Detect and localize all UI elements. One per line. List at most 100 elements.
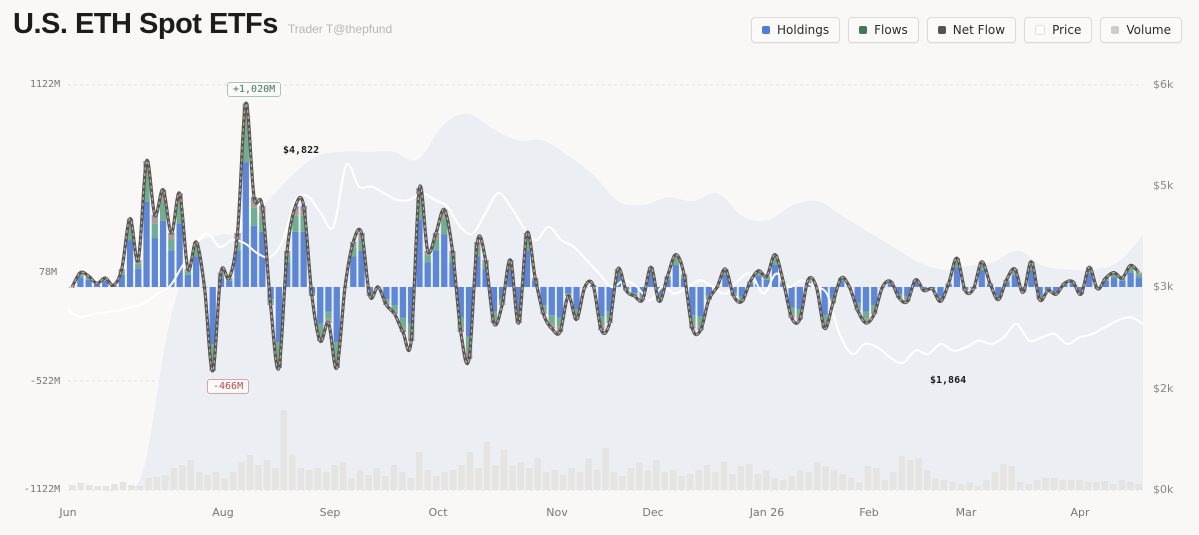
volume-bar — [627, 468, 635, 490]
volume-bar — [636, 462, 643, 490]
flow-bar-segment-flows — [193, 247, 200, 257]
flow-bar-segment-holdings — [234, 250, 241, 287]
volume-bar — [416, 452, 423, 490]
volume-bar — [898, 456, 905, 490]
flow-bar-segment-holdings — [259, 231, 266, 287]
flow-bar-segment-holdings — [317, 287, 324, 324]
volume-bar — [669, 470, 677, 490]
volume-bar — [399, 472, 406, 490]
flow-bar-segment-holdings — [556, 287, 564, 318]
x-axis-tick: Sep — [319, 506, 341, 519]
volume-bar — [534, 458, 542, 490]
flow-bar-segment-holdings — [672, 264, 679, 287]
legend-label: Price — [1052, 23, 1082, 37]
flow-bar-segment-holdings — [77, 277, 84, 287]
flow-bar-segment-holdings — [93, 284, 101, 287]
flow-bar-segment-flows — [358, 239, 365, 251]
legend-toggle-flows[interactable]: Flows — [848, 17, 919, 43]
x-axis-tick: Nov — [546, 506, 568, 519]
flow-bar-segment-holdings — [598, 287, 605, 317]
flow-bar-segment-flows — [85, 277, 92, 280]
flow-bar-segment-holdings — [1036, 287, 1043, 296]
volume-bar — [1025, 484, 1032, 490]
volume-bar — [390, 465, 398, 490]
flow-bar-segment-flows — [350, 247, 357, 257]
volume-bar — [847, 478, 855, 490]
volume-bar — [661, 472, 668, 490]
legend-toggle-price[interactable]: Price — [1024, 17, 1093, 43]
volume-bar — [221, 478, 228, 490]
flow-bar-segment-flows — [292, 215, 299, 232]
volume-bar — [974, 486, 982, 490]
volume-bar — [771, 478, 779, 490]
flow-bar-segment-holdings — [548, 287, 555, 316]
flow-bar-segment-holdings — [507, 268, 514, 287]
volume-bar — [559, 475, 567, 490]
flow-bar-segment-flows — [1127, 267, 1134, 273]
volume-bar — [128, 485, 135, 490]
volume-bar — [424, 470, 431, 490]
volume-bar — [297, 468, 305, 490]
volume-bar — [255, 465, 262, 490]
flow-bar-segment-other — [1135, 273, 1142, 275]
left-axis-tick: -522M — [30, 376, 61, 387]
volume-bar — [754, 474, 762, 490]
legend-label: Volume — [1126, 23, 1171, 37]
flow-bar-segment-holdings — [416, 219, 423, 287]
flow-bar-segment-holdings — [292, 231, 299, 287]
flow-bar-segment-holdings — [1011, 274, 1018, 287]
flow-bar-segment-flows — [862, 311, 870, 319]
volume-bar — [195, 472, 203, 490]
flow-bar-segment-holdings — [1053, 287, 1060, 292]
volume-bar — [839, 474, 846, 490]
flow-bar-segment-other — [159, 194, 167, 202]
legend: Holdings Flows Net Flow Price Volume — [751, 17, 1182, 43]
flow-bar-segment-flows — [259, 215, 266, 232]
flow-bar-segment-holdings — [424, 262, 431, 287]
flow-bar-segment-holdings — [515, 287, 522, 312]
flow-bar-segment-flows — [1028, 264, 1035, 270]
flow-bar-segment-holdings — [1127, 272, 1134, 287]
flow-bar-segment-holdings — [242, 162, 249, 287]
flow-bar-segment-holdings — [209, 287, 216, 345]
volume-bar — [1076, 480, 1083, 490]
legend-toggle-volume[interactable]: Volume — [1100, 17, 1182, 43]
flow-bar-segment-holdings — [978, 269, 985, 287]
flow-bar-segment-holdings — [1086, 273, 1093, 287]
flow-bar-segment-flows — [399, 317, 407, 327]
flow-bar-segment-flows — [159, 201, 167, 221]
flow-bar-segment-other — [250, 201, 258, 208]
flow-bar-segment-holdings — [871, 287, 878, 306]
flow-bar-segment-holdings — [788, 287, 795, 308]
volume-bar — [1127, 482, 1134, 490]
volume-bar — [492, 465, 499, 490]
left-axis-tick: 1122M — [30, 79, 61, 90]
x-axis-tick: Feb — [859, 506, 879, 519]
volume-bar — [246, 455, 254, 490]
legend-toggle-holdings[interactable]: Holdings — [751, 17, 841, 43]
volume-bar — [923, 470, 931, 490]
flow-bar-segment-flows — [250, 207, 258, 226]
legend-label: Flows — [874, 23, 908, 37]
flow-bar-segment-flows — [771, 258, 779, 265]
volume-bar — [1017, 482, 1024, 490]
flow-bar-segment-flows — [672, 258, 679, 265]
volume-bar — [272, 468, 279, 490]
legend-toggle-net-flow[interactable]: Net Flow — [926, 17, 1017, 43]
volume-bar — [881, 480, 889, 490]
min-flow-annotation: -466M — [207, 379, 250, 394]
right-axis-tick: $6k — [1153, 78, 1174, 91]
volume-bar — [458, 465, 465, 490]
flow-bar-segment-other — [548, 323, 555, 327]
volume-bar — [856, 482, 863, 490]
volume-bar — [1101, 481, 1109, 490]
flow-bar-segment-holdings — [474, 256, 481, 287]
volume-bar — [69, 485, 76, 490]
flow-bar-segment-flows — [317, 323, 324, 335]
flow-bar-segment-flows — [143, 176, 150, 202]
flow-bar-segment-holdings — [102, 280, 109, 287]
x-axis-tick: Oct — [428, 506, 448, 519]
flow-bar-segment-flows — [854, 302, 861, 308]
flow-bar-segment-flows — [77, 274, 84, 278]
volume-bar — [1135, 484, 1142, 490]
